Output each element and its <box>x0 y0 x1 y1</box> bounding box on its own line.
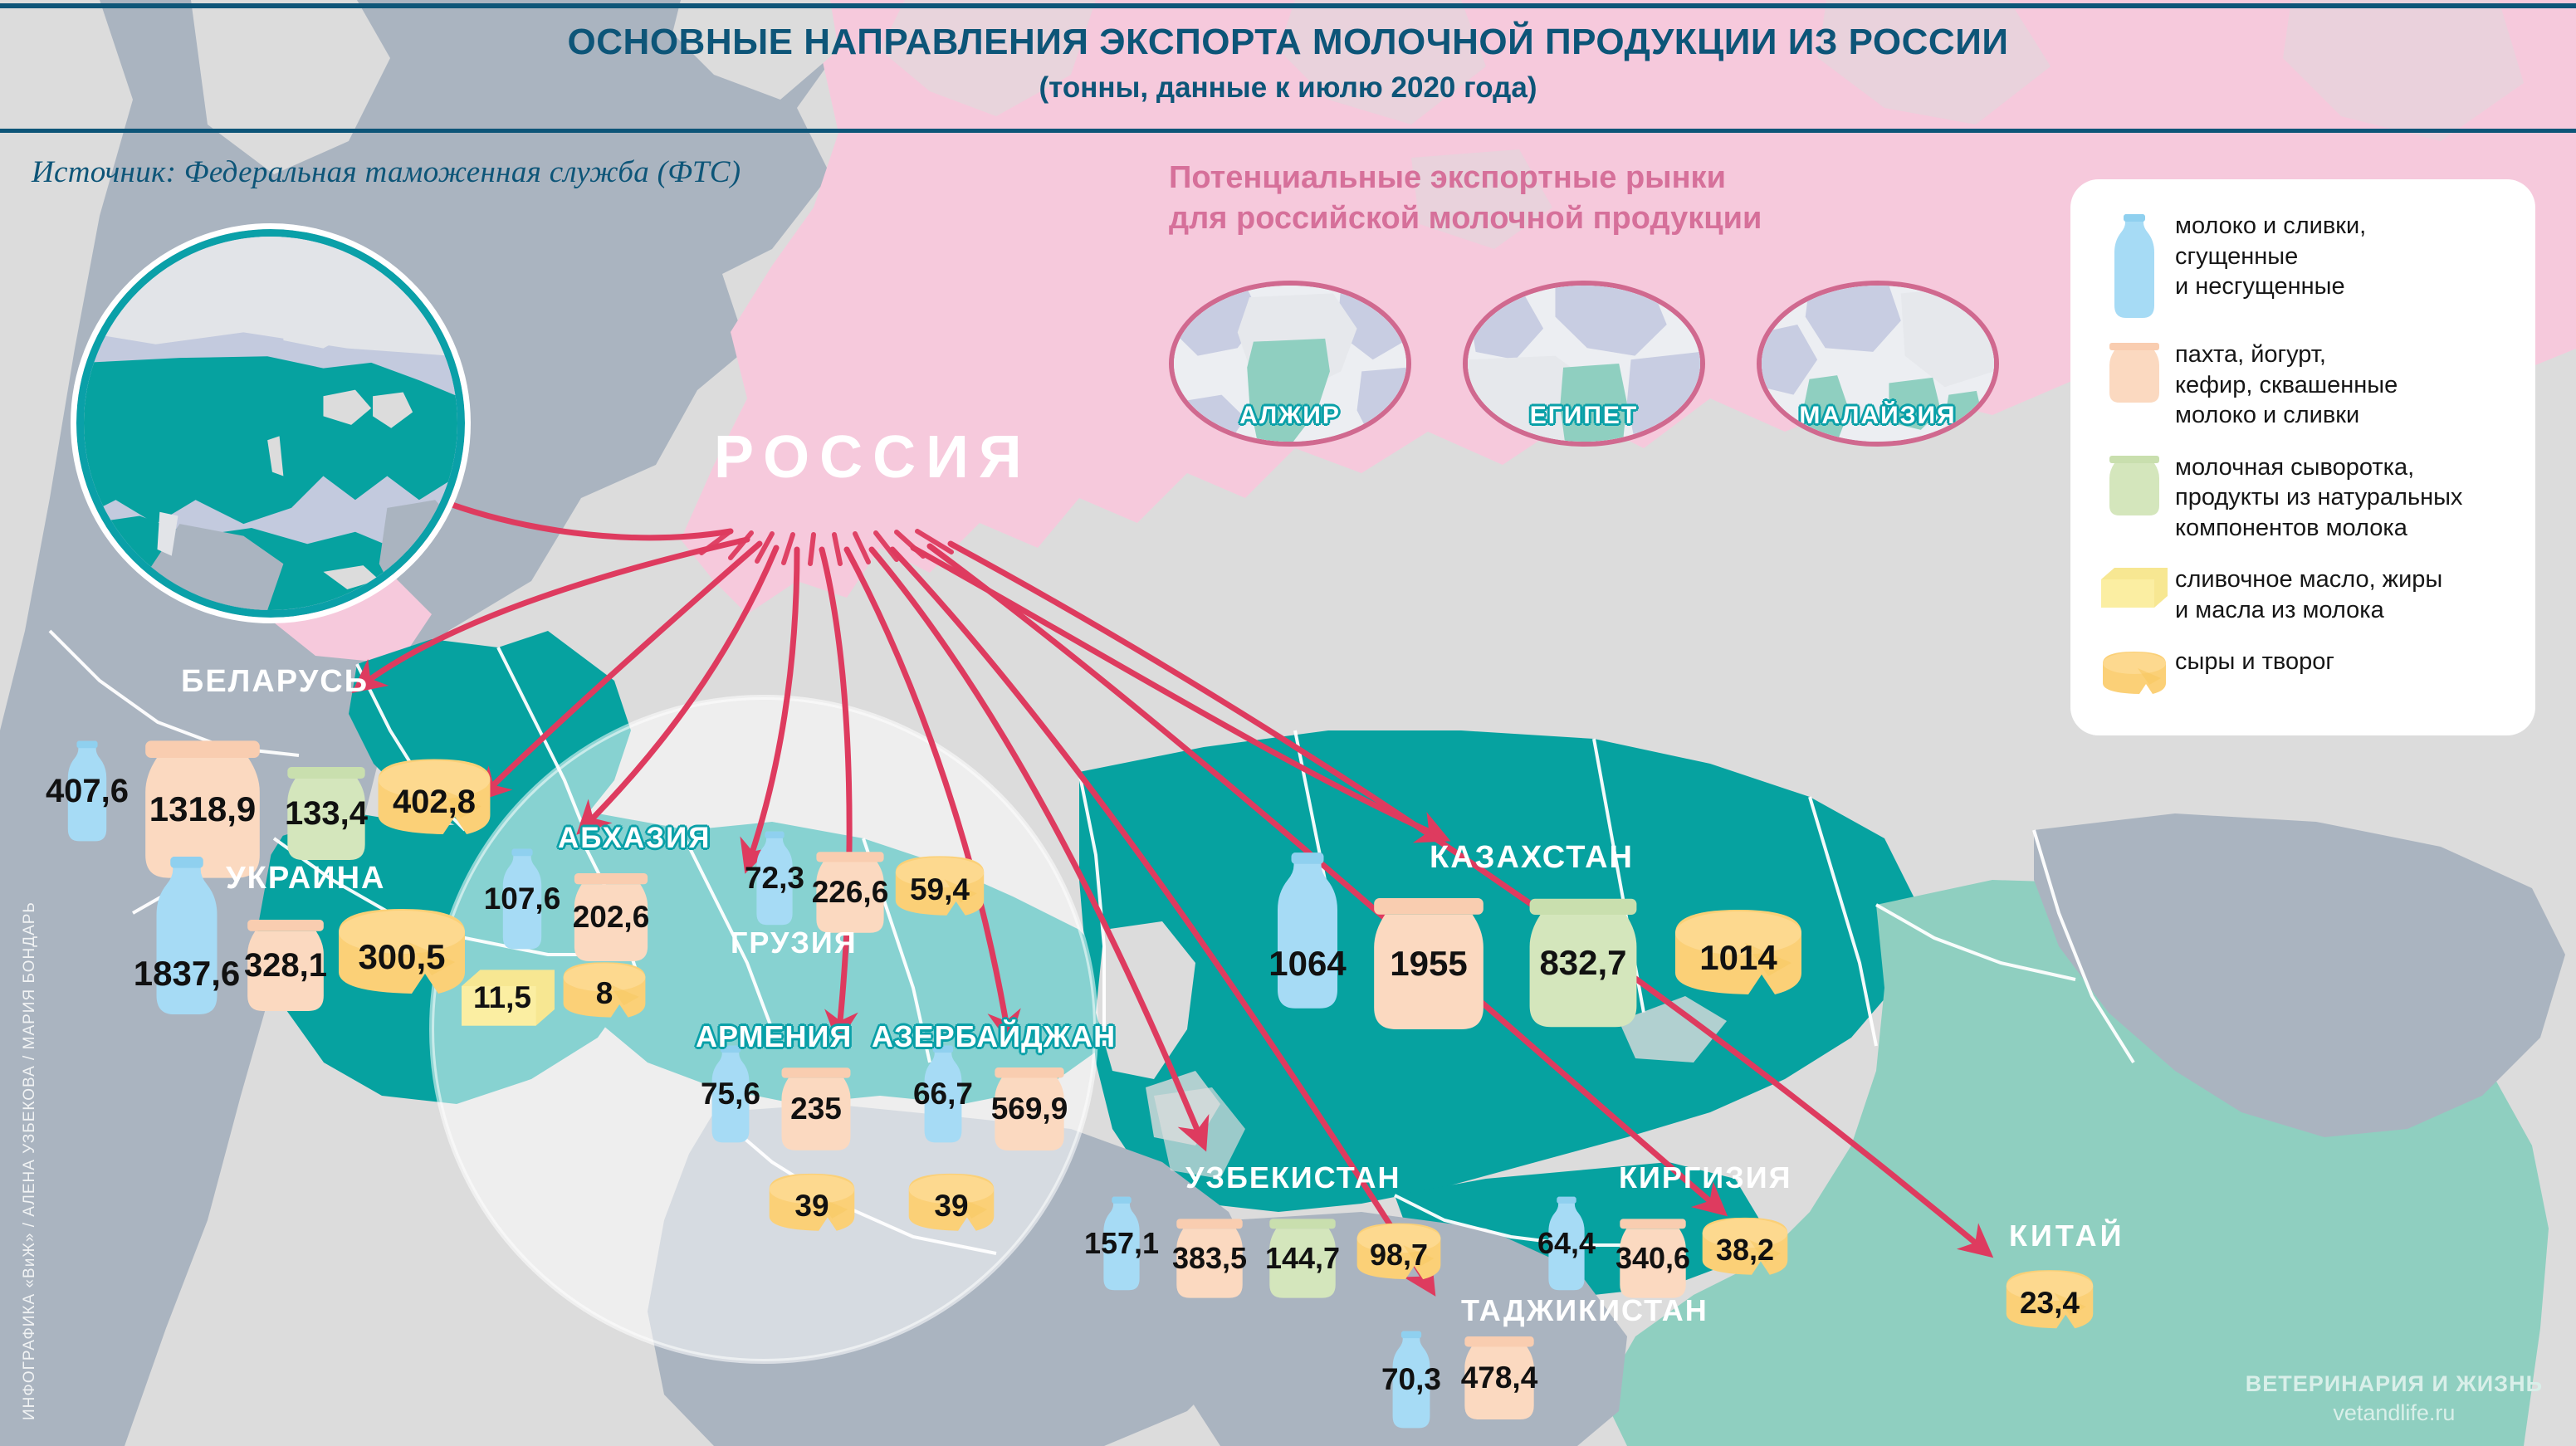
malaysia-globe-icon <box>1762 286 1994 442</box>
potential-heading-line2: для российской молочной продукции <box>1169 200 1762 236</box>
cheese-wheel-icon <box>2099 647 2170 701</box>
value-armenia-milk: 75,6 <box>701 1044 760 1144</box>
legend-label-cheese: сыры и творог <box>2175 648 2334 676</box>
legend-label-butter: сливочное масло, жиры и масла из молока <box>2175 566 2443 623</box>
value-belarus-milk: 407,6 <box>46 740 129 842</box>
watermark-url: vetandlife.ru <box>2333 1400 2456 1425</box>
country-label-azerbaijan: АЗЕРБАЙДЖАН <box>872 1019 1117 1053</box>
value-kyrgyzstan-cheese: 38,2 <box>1700 1212 1790 1288</box>
value-uzbekistan-yogurt: 383,5 <box>1172 1219 1247 1298</box>
milk-bottle-icon <box>2099 211 2170 318</box>
butter-block-icon <box>2099 564 2170 608</box>
usa-inset-circle <box>71 223 471 623</box>
value-azerbaijan-cheese: 39 <box>907 1169 996 1243</box>
value-azerbaijan-milk: 66,7 <box>913 1044 973 1144</box>
value-armenia-yogurt: 235 <box>777 1067 855 1150</box>
country-label-belarus: БЕЛАРУСЬ <box>181 664 369 699</box>
country-label-abkhazia: АБХАЗИЯ <box>558 822 711 854</box>
value-china-cheese: 23,4 <box>2004 1265 2095 1341</box>
country-label-china: КИТАЙ <box>2009 1219 2125 1253</box>
origin-label-russia: РОССИЯ <box>714 424 1032 491</box>
value-kyrgyzstan-milk: 64,4 <box>1537 1195 1596 1292</box>
value-uzbekistan-whey: 144,7 <box>1265 1219 1340 1298</box>
egypt-label: ЕГИПЕТ <box>1529 402 1639 429</box>
value-armenia-cheese: 39 <box>767 1169 857 1243</box>
country-label-armenia: АРМЕНИЯ <box>696 1019 853 1053</box>
value-ukraine-milk: 1837,6 <box>134 857 240 1014</box>
value-belarus-whey: 133,4 <box>282 767 370 860</box>
whey-jar-icon <box>2099 452 2170 515</box>
value-ukraine-yogurt: 328,1 <box>242 920 329 1011</box>
value-kazakhstan-yogurt: 1955 <box>1366 898 1491 1029</box>
credit-line: ИНФОГРАФИКА «ВиЖ» / АЛЕНА УЗБЕКОВА / МАР… <box>21 901 38 1420</box>
source-note: Источник: Федеральная таможенная служба … <box>32 155 741 189</box>
yogurt-jar-icon <box>2099 340 2170 403</box>
value-belarus-cheese: 402,8 <box>375 752 493 852</box>
country-label-kyrgyzstan: КИРГИЗИЯ <box>1619 1160 1792 1194</box>
value-uzbekistan-cheese: 98,7 <box>1355 1219 1443 1292</box>
usa-map-icon <box>84 237 457 610</box>
value-georgia-cheese: 59,4 <box>893 852 986 928</box>
value-kazakhstan-whey: 832,7 <box>1523 898 1644 1028</box>
legend-item-butter: сливочное масло, жиры и масла из молока <box>2099 564 2507 625</box>
value-kyrgyzstan-yogurt: 340,6 <box>1615 1219 1690 1298</box>
potential-heading-line1: Потенциальные экспортные рынки <box>1169 160 1726 195</box>
legend-label-whey: молочная сыворотка, продукты из натуральн… <box>2175 453 2463 541</box>
algeria-globe-icon <box>1174 286 1406 442</box>
value-ukraine-cheese: 300,5 <box>335 901 468 1013</box>
potential-markets-heading: Потенциальные экспортные рынки для росси… <box>1169 158 1762 238</box>
value-kazakhstan-milk: 1064 <box>1268 852 1347 1009</box>
value-abkhazia-cheese: 8 <box>561 958 648 1029</box>
potential-market-malaysia[interactable]: МАЛАЙЗИЯ <box>1757 281 1999 447</box>
value-georgia-yogurt: 226,6 <box>812 852 888 933</box>
value-abkhazia-butter: 11,5 <box>462 970 555 1026</box>
legend-item-milk: молоко и сливки, сгущенные и несгущенные <box>2099 211 2507 318</box>
country-label-uzbekistan: УЗБЕКИСТАН <box>1185 1160 1401 1194</box>
value-kazakhstan-cheese: 1014 <box>1672 901 1805 1014</box>
algeria-label: АЛЖИР <box>1239 402 1341 429</box>
potential-market-algeria[interactable]: АЛЖИР <box>1169 281 1411 447</box>
egypt-globe-icon <box>1468 286 1700 442</box>
value-georgia-milk: 72,3 <box>745 830 804 926</box>
country-label-kazakhstan: КАЗАХСТАН <box>1430 840 1634 875</box>
value-tajikistan-milk: 70,3 <box>1381 1330 1441 1429</box>
watermark-title: ВЕТЕРИНАРИЯ И ЖИЗНЬ <box>2245 1371 2543 1396</box>
watermark: ВЕТЕРИНАРИЯ И ЖИЗНЬ vetandlife.ru <box>2246 1371 2543 1426</box>
country-label-tajikistan: ТАДЖИКИСТАН <box>1461 1293 1708 1327</box>
potential-market-egypt[interactable]: ЕГИПЕТ <box>1463 281 1705 447</box>
value-tajikistan-yogurt: 478,4 <box>1459 1336 1539 1419</box>
value-abkhazia-yogurt: 202,6 <box>569 873 653 961</box>
value-azerbaijan-yogurt: 569,9 <box>990 1067 1069 1150</box>
legend-label-yogurt: пахта, йогурт, кефир, сквашенные молоко и … <box>2175 341 2398 429</box>
country-label-georgia: ГРУЗИЯ <box>731 926 858 960</box>
value-uzbekistan-milk: 157,1 <box>1084 1195 1159 1292</box>
legend-item-whey: молочная сыворотка, продукты из натуральн… <box>2099 452 2507 544</box>
value-abkhazia-milk: 107,6 <box>484 848 560 950</box>
country-label-ukraine: УКРАИНА <box>226 861 386 896</box>
legend-label-milk: молоко и сливки, сгущенные и несгущенные <box>2175 213 2367 300</box>
legend-card: молоко и сливки, сгущенные и несгущенные п… <box>2070 179 2535 735</box>
legend-item-yogurt: пахта, йогурт, кефир, сквашенные молоко и … <box>2099 340 2507 431</box>
legend-item-cheese: сыры и творог <box>2099 647 2507 701</box>
malaysia-label: МАЛАЙЗИЯ <box>1799 402 1957 429</box>
